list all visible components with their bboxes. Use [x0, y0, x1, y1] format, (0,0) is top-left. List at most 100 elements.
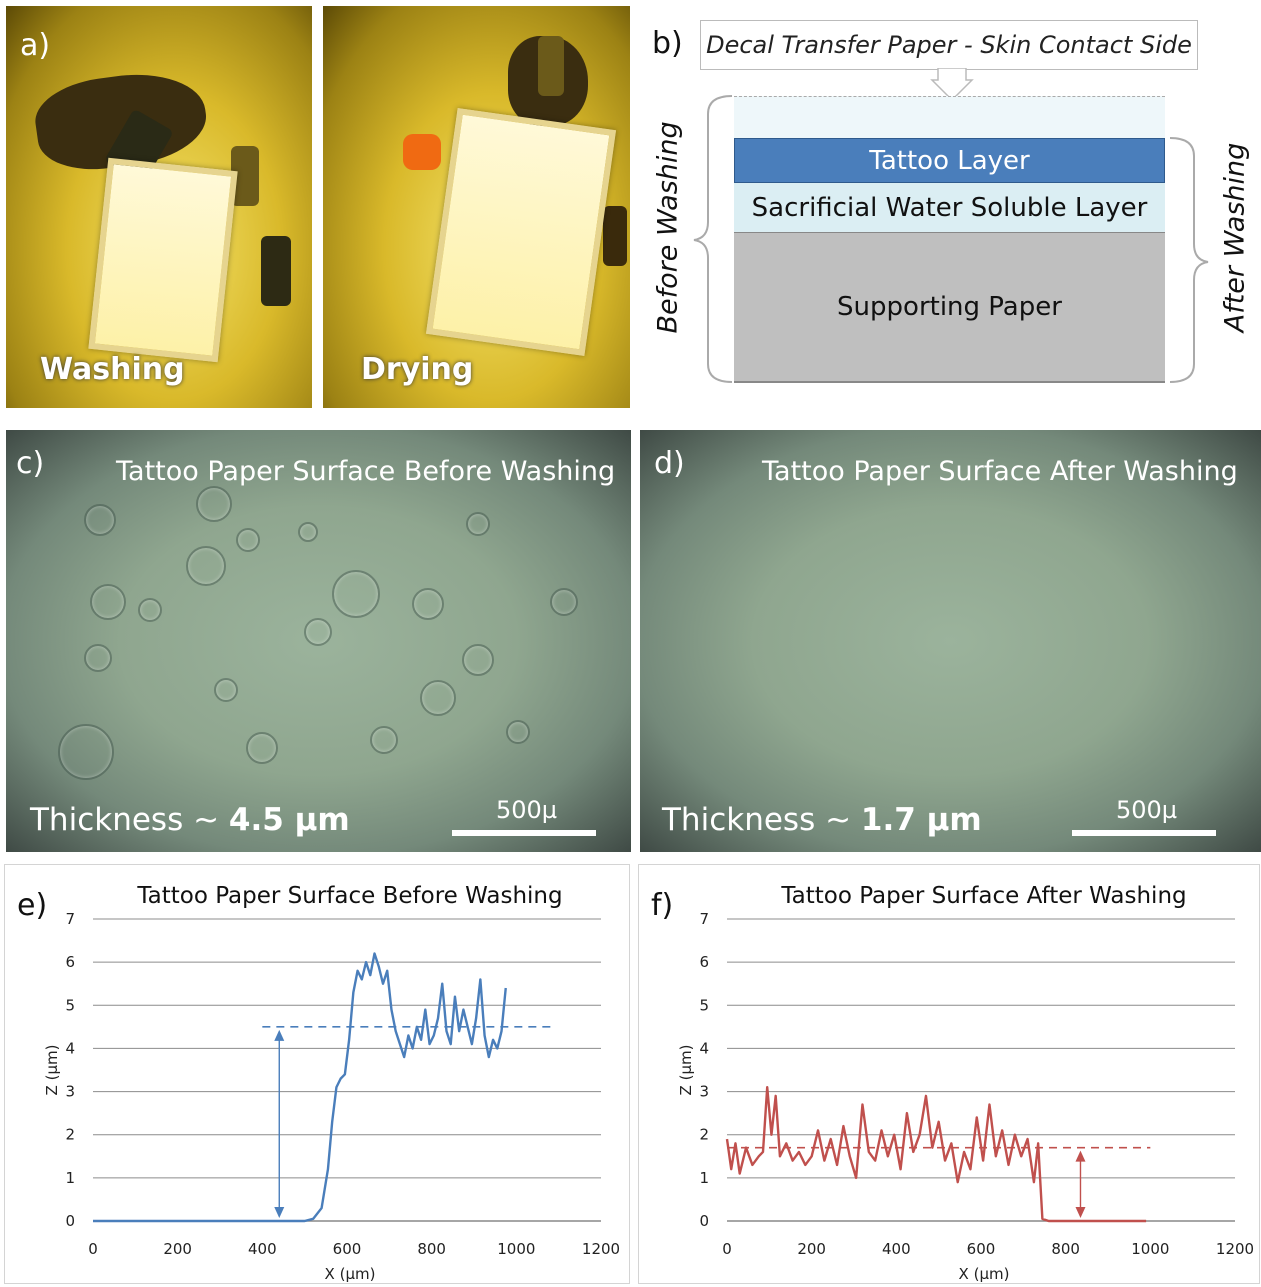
x-tick-label: 800 — [1051, 1240, 1080, 1258]
surface-bubble — [186, 546, 226, 586]
arrow-head-up — [1075, 1150, 1086, 1162]
micrograph-title-after: Tattoo Paper Surface After Washing — [762, 456, 1238, 487]
thickness-prefix: Thickness ~ — [30, 802, 229, 838]
micrograph-title-before: Tattoo Paper Surface Before Washing — [116, 456, 616, 487]
y-tick-label: 7 — [65, 910, 75, 928]
surface-bubble — [138, 598, 162, 622]
surface-bubble — [298, 522, 318, 542]
supporting-paper-layer: Supporting Paper — [734, 232, 1165, 383]
panel-label: e) — [17, 888, 47, 923]
y-tick-label: 4 — [699, 1039, 709, 1057]
panel-label-a: a) — [20, 28, 51, 63]
orange-cap-bottle — [403, 134, 441, 170]
y-tick-label: 0 — [699, 1212, 709, 1230]
drying-caption: Drying — [361, 352, 474, 387]
skin-contact-zone — [734, 96, 1165, 138]
y-tick-label: 3 — [699, 1083, 709, 1101]
y-tick-label: 1 — [65, 1169, 75, 1187]
right-brace — [1169, 137, 1209, 383]
before-washing-label: Before Washing — [652, 121, 684, 334]
x-tick-label: 400 — [248, 1240, 277, 1258]
y-axis-label: Z (µm) — [677, 1045, 695, 1096]
arrow-head-up — [274, 1029, 285, 1041]
x-tick-label: 400 — [882, 1240, 911, 1258]
scale-bar — [452, 830, 596, 836]
surface-bubble — [370, 726, 398, 754]
thickness-value: 4.5 µm — [228, 802, 350, 838]
surface-bubble — [246, 732, 278, 764]
y-axis-label: Z (µm) — [43, 1045, 61, 1096]
tattoo-layer: Tattoo Layer — [734, 138, 1165, 183]
chart-e-frame: Tattoo Paper Surface Before Washing e) 0 1 2… — [4, 864, 630, 1284]
surface-bubble — [236, 528, 260, 552]
x-axis-label: X (µm) — [325, 1265, 376, 1283]
surface-bubble — [196, 486, 232, 522]
x-tick-label: 200 — [797, 1240, 826, 1258]
surface-bubble — [412, 588, 444, 620]
y-tick-label: 2 — [65, 1126, 75, 1144]
panel-label-b: b) — [652, 26, 683, 61]
surface-bubble — [506, 720, 530, 744]
washing-photo: Washing a) — [6, 6, 312, 408]
panel-label-d: d) — [654, 446, 685, 481]
arrow-head-down — [274, 1207, 285, 1218]
x-tick-label: 800 — [417, 1240, 446, 1258]
surface-bubble — [332, 570, 380, 618]
scale-bar — [1072, 830, 1216, 836]
callout-box: Decal Transfer Paper - Skin Contact Side — [700, 20, 1198, 70]
micrograph-after: d) Tattoo Paper Surface After Washing Th… — [640, 430, 1261, 852]
y-tick-label: 7 — [699, 910, 709, 928]
x-tick-label: 1200 — [582, 1240, 620, 1258]
reagent-bottle — [261, 236, 291, 306]
surface-bubble — [304, 618, 332, 646]
y-tick-label: 6 — [65, 953, 75, 971]
sacrificial-layer: Sacrificial Water Soluble Layer — [734, 183, 1165, 232]
chart-f: Tattoo Paper Surface After Washing f) 0 1 2 3… — [651, 883, 1254, 1283]
x-tick-label: 0 — [88, 1240, 98, 1258]
scale-bar-label: 500µ — [1116, 796, 1178, 824]
x-tick-label: 1200 — [1216, 1240, 1254, 1258]
surface-bubble — [550, 588, 578, 616]
profile-line — [725, 1086, 1147, 1223]
panel-label-c: c) — [16, 446, 45, 481]
y-tick-label: 5 — [65, 996, 75, 1014]
x-axis-label: X (µm) — [959, 1265, 1010, 1283]
after-washing-label: After Washing — [1219, 142, 1251, 333]
surface-bubble — [466, 512, 490, 536]
thickness-before: Thickness ~ 4.5 µm — [30, 802, 350, 838]
washing-caption: Washing — [40, 352, 185, 387]
left-brace — [693, 95, 733, 383]
panel-label: f) — [651, 888, 673, 923]
y-tick-label: 3 — [65, 1083, 75, 1101]
callout-text: Decal Transfer Paper - Skin Contact Side — [706, 31, 1192, 59]
surface-bubble — [84, 644, 112, 672]
surface-bubble — [90, 584, 126, 620]
thickness-prefix: Thickness ~ — [662, 802, 861, 838]
y-tick-label: 1 — [699, 1169, 709, 1187]
scale-bar-label: 500µ — [496, 796, 558, 824]
callout-arrow — [930, 68, 974, 102]
y-tick-label: 4 — [65, 1039, 75, 1057]
y-tick-label: 2 — [699, 1126, 709, 1144]
y-tick-label: 6 — [699, 953, 709, 971]
arrow-head-down — [1075, 1207, 1086, 1218]
x-tick-label: 200 — [163, 1240, 192, 1258]
y-tick-label: 5 — [699, 996, 709, 1014]
tattoo-paper-bag — [425, 107, 617, 357]
chart-e: Tattoo Paper Surface Before Washinge)012… — [17, 883, 620, 1283]
drying-photo: Drying — [323, 6, 630, 408]
tattoo-paper-bag — [88, 157, 238, 363]
surface-bubble — [420, 680, 456, 716]
y-tick-label: 0 — [65, 1212, 75, 1230]
x-tick-label: 600 — [333, 1240, 362, 1258]
surface-bubble — [84, 504, 116, 536]
thickness-value: 1.7 µm — [860, 802, 982, 838]
micrograph-before: c) Tattoo Paper Surface Before Washing T… — [6, 430, 631, 852]
chart-title: Tattoo Paper Surface Before Washing — [136, 883, 562, 909]
surface-bubble — [214, 678, 238, 702]
reagent-bottle — [538, 36, 564, 96]
x-tick-label: 1000 — [1131, 1240, 1169, 1258]
chart-title: Tattoo Paper Surface After Washing — [780, 883, 1186, 909]
chart-f-frame: Tattoo Paper Surface After Washing f) 0 1 2 3… — [638, 864, 1260, 1284]
surface-bubble — [58, 724, 114, 780]
